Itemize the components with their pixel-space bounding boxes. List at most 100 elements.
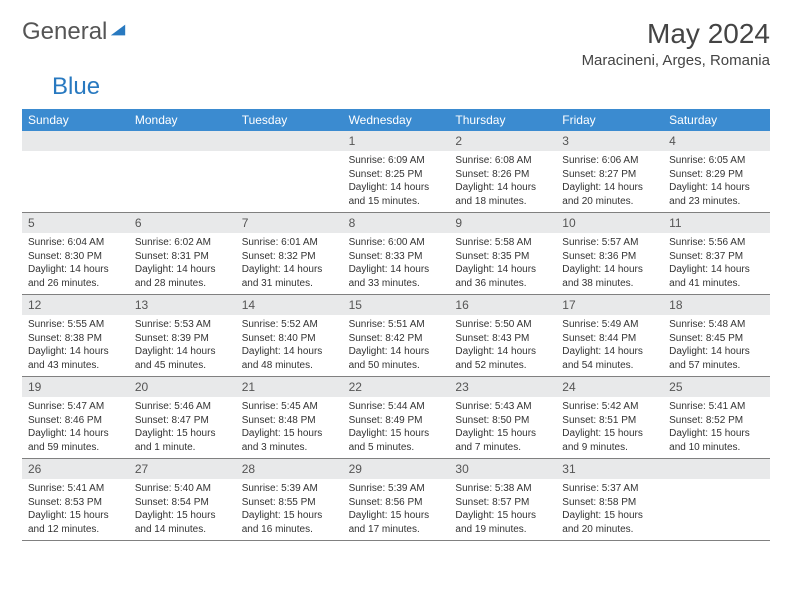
sunset-text: Sunset: 8:52 PM bbox=[669, 414, 764, 428]
sunrise-text: Sunrise: 6:08 AM bbox=[455, 154, 550, 168]
sunset-text: Sunset: 8:26 PM bbox=[455, 168, 550, 182]
day-details: Sunrise: 6:01 AMSunset: 8:32 PMDaylight:… bbox=[236, 233, 343, 294]
day-details: Sunrise: 6:00 AMSunset: 8:33 PMDaylight:… bbox=[343, 233, 450, 294]
daylight-text: Daylight: 14 hours and 15 minutes. bbox=[349, 181, 444, 208]
sunset-text: Sunset: 8:37 PM bbox=[669, 250, 764, 264]
day-number: 4 bbox=[663, 131, 770, 151]
weekday-friday: Friday bbox=[556, 109, 663, 131]
sunrise-text: Sunrise: 5:53 AM bbox=[135, 318, 230, 332]
day-number: 29 bbox=[343, 459, 450, 479]
week-row: 5Sunrise: 6:04 AMSunset: 8:30 PMDaylight… bbox=[22, 213, 770, 295]
sunrise-text: Sunrise: 5:41 AM bbox=[669, 400, 764, 414]
sunrise-text: Sunrise: 5:39 AM bbox=[349, 482, 444, 496]
day-details: Sunrise: 5:40 AMSunset: 8:54 PMDaylight:… bbox=[129, 479, 236, 540]
day-number: 17 bbox=[556, 295, 663, 315]
sunrise-text: Sunrise: 5:52 AM bbox=[242, 318, 337, 332]
day-cell: 15Sunrise: 5:51 AMSunset: 8:42 PMDayligh… bbox=[343, 295, 450, 376]
day-number: 13 bbox=[129, 295, 236, 315]
sunset-text: Sunset: 8:49 PM bbox=[349, 414, 444, 428]
daylight-text: Daylight: 14 hours and 45 minutes. bbox=[135, 345, 230, 372]
sunrise-text: Sunrise: 6:02 AM bbox=[135, 236, 230, 250]
sunset-text: Sunset: 8:56 PM bbox=[349, 496, 444, 510]
daylight-text: Daylight: 14 hours and 38 minutes. bbox=[562, 263, 657, 290]
sunrise-text: Sunrise: 5:50 AM bbox=[455, 318, 550, 332]
day-cell: 30Sunrise: 5:38 AMSunset: 8:57 PMDayligh… bbox=[449, 459, 556, 540]
daylight-text: Daylight: 14 hours and 50 minutes. bbox=[349, 345, 444, 372]
day-number: 2 bbox=[449, 131, 556, 151]
empty-cell bbox=[129, 131, 236, 212]
sunrise-text: Sunrise: 5:55 AM bbox=[28, 318, 123, 332]
day-details: Sunrise: 5:39 AMSunset: 8:55 PMDaylight:… bbox=[236, 479, 343, 540]
day-details: Sunrise: 5:39 AMSunset: 8:56 PMDaylight:… bbox=[343, 479, 450, 540]
day-cell: 23Sunrise: 5:43 AMSunset: 8:50 PMDayligh… bbox=[449, 377, 556, 458]
weekday-saturday: Saturday bbox=[663, 109, 770, 131]
day-cell: 11Sunrise: 5:56 AMSunset: 8:37 PMDayligh… bbox=[663, 213, 770, 294]
daylight-text: Daylight: 14 hours and 54 minutes. bbox=[562, 345, 657, 372]
daylight-text: Daylight: 14 hours and 20 minutes. bbox=[562, 181, 657, 208]
sunrise-text: Sunrise: 5:47 AM bbox=[28, 400, 123, 414]
daylight-text: Daylight: 14 hours and 57 minutes. bbox=[669, 345, 764, 372]
daylight-text: Daylight: 14 hours and 31 minutes. bbox=[242, 263, 337, 290]
sunset-text: Sunset: 8:33 PM bbox=[349, 250, 444, 264]
day-number: 20 bbox=[129, 377, 236, 397]
day-cell: 26Sunrise: 5:41 AMSunset: 8:53 PMDayligh… bbox=[22, 459, 129, 540]
sunset-text: Sunset: 8:27 PM bbox=[562, 168, 657, 182]
weekday-tuesday: Tuesday bbox=[236, 109, 343, 131]
sunrise-text: Sunrise: 5:56 AM bbox=[669, 236, 764, 250]
day-cell: 14Sunrise: 5:52 AMSunset: 8:40 PMDayligh… bbox=[236, 295, 343, 376]
logo: General bbox=[22, 18, 127, 46]
daylight-text: Daylight: 15 hours and 16 minutes. bbox=[242, 509, 337, 536]
sunrise-text: Sunrise: 6:09 AM bbox=[349, 154, 444, 168]
day-details: Sunrise: 6:04 AMSunset: 8:30 PMDaylight:… bbox=[22, 233, 129, 294]
daylight-text: Daylight: 14 hours and 48 minutes. bbox=[242, 345, 337, 372]
sunset-text: Sunset: 8:39 PM bbox=[135, 332, 230, 346]
sunset-text: Sunset: 8:38 PM bbox=[28, 332, 123, 346]
week-row: 1Sunrise: 6:09 AMSunset: 8:25 PMDaylight… bbox=[22, 131, 770, 213]
day-cell: 16Sunrise: 5:50 AMSunset: 8:43 PMDayligh… bbox=[449, 295, 556, 376]
weekday-monday: Monday bbox=[129, 109, 236, 131]
day-number bbox=[129, 131, 236, 151]
day-number: 12 bbox=[22, 295, 129, 315]
day-number: 23 bbox=[449, 377, 556, 397]
day-details: Sunrise: 6:09 AMSunset: 8:25 PMDaylight:… bbox=[343, 151, 450, 212]
day-cell: 27Sunrise: 5:40 AMSunset: 8:54 PMDayligh… bbox=[129, 459, 236, 540]
sunrise-text: Sunrise: 5:39 AM bbox=[242, 482, 337, 496]
day-details: Sunrise: 5:38 AMSunset: 8:57 PMDaylight:… bbox=[449, 479, 556, 540]
sunrise-text: Sunrise: 5:41 AM bbox=[28, 482, 123, 496]
sunrise-text: Sunrise: 5:57 AM bbox=[562, 236, 657, 250]
day-number: 26 bbox=[22, 459, 129, 479]
sunset-text: Sunset: 8:40 PM bbox=[242, 332, 337, 346]
empty-cell bbox=[22, 131, 129, 212]
day-details: Sunrise: 5:52 AMSunset: 8:40 PMDaylight:… bbox=[236, 315, 343, 376]
day-number: 31 bbox=[556, 459, 663, 479]
daylight-text: Daylight: 15 hours and 7 minutes. bbox=[455, 427, 550, 454]
page-title: May 2024 bbox=[582, 18, 770, 50]
day-details: Sunrise: 6:05 AMSunset: 8:29 PMDaylight:… bbox=[663, 151, 770, 212]
daylight-text: Daylight: 14 hours and 59 minutes. bbox=[28, 427, 123, 454]
day-details: Sunrise: 5:41 AMSunset: 8:52 PMDaylight:… bbox=[663, 397, 770, 458]
daylight-text: Daylight: 15 hours and 10 minutes. bbox=[669, 427, 764, 454]
day-cell: 21Sunrise: 5:45 AMSunset: 8:48 PMDayligh… bbox=[236, 377, 343, 458]
logo-triangle-icon bbox=[107, 18, 127, 46]
day-number: 8 bbox=[343, 213, 450, 233]
day-cell: 5Sunrise: 6:04 AMSunset: 8:30 PMDaylight… bbox=[22, 213, 129, 294]
sunrise-text: Sunrise: 5:38 AM bbox=[455, 482, 550, 496]
daylight-text: Daylight: 14 hours and 33 minutes. bbox=[349, 263, 444, 290]
sunrise-text: Sunrise: 5:58 AM bbox=[455, 236, 550, 250]
daylight-text: Daylight: 15 hours and 17 minutes. bbox=[349, 509, 444, 536]
day-details: Sunrise: 5:51 AMSunset: 8:42 PMDaylight:… bbox=[343, 315, 450, 376]
daylight-text: Daylight: 14 hours and 36 minutes. bbox=[455, 263, 550, 290]
day-number: 11 bbox=[663, 213, 770, 233]
sunset-text: Sunset: 8:54 PM bbox=[135, 496, 230, 510]
day-number bbox=[22, 131, 129, 151]
day-number: 18 bbox=[663, 295, 770, 315]
day-number: 21 bbox=[236, 377, 343, 397]
daylight-text: Daylight: 15 hours and 9 minutes. bbox=[562, 427, 657, 454]
sunset-text: Sunset: 8:55 PM bbox=[242, 496, 337, 510]
day-cell: 29Sunrise: 5:39 AMSunset: 8:56 PMDayligh… bbox=[343, 459, 450, 540]
sunrise-text: Sunrise: 5:45 AM bbox=[242, 400, 337, 414]
sunset-text: Sunset: 8:43 PM bbox=[455, 332, 550, 346]
day-number: 28 bbox=[236, 459, 343, 479]
day-cell: 28Sunrise: 5:39 AMSunset: 8:55 PMDayligh… bbox=[236, 459, 343, 540]
sunset-text: Sunset: 8:51 PM bbox=[562, 414, 657, 428]
